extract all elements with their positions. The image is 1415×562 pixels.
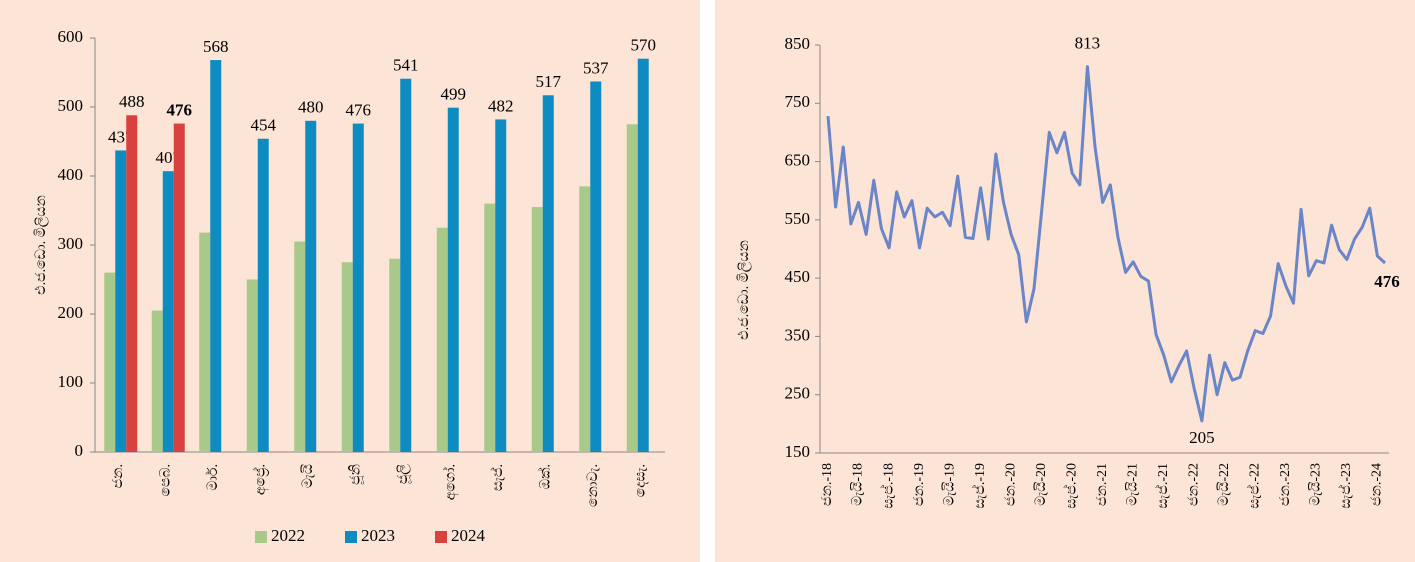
y-axis-label: එ.ජ.ඩො. මිලියන — [34, 195, 49, 295]
panel-bg — [715, 0, 1415, 562]
x-tick-label: ජන.-19 — [912, 463, 927, 506]
x-tick-label: ජන.-18 — [820, 463, 835, 506]
y-tick-label: 150 — [785, 442, 811, 461]
x-tick-label: පෙබ. — [158, 464, 173, 497]
bar — [484, 203, 496, 452]
y-tick-label: 250 — [785, 384, 811, 403]
bar — [590, 81, 602, 452]
x-tick-label: ජූනි — [348, 464, 364, 485]
data-label: 568 — [203, 37, 229, 56]
bar — [104, 272, 116, 452]
y-axis-label: එ.ජ.ඩො. මිලියන — [737, 240, 752, 340]
bar — [294, 241, 306, 452]
x-tick-label: අගෝ. — [442, 464, 459, 500]
x-tick-label: මැයි-20 — [1034, 463, 1049, 506]
data-label: 205 — [1189, 428, 1215, 447]
data-label: 570 — [631, 36, 657, 55]
data-label: 537 — [583, 58, 609, 77]
bar — [151, 310, 163, 452]
data-label: 499 — [441, 85, 467, 104]
bar — [162, 171, 174, 453]
x-tick-label: මැයි-18 — [851, 463, 866, 506]
data-label: 488 — [119, 92, 145, 111]
line-chart: එ.ජ.ඩො. මිලියන 150 250 350 450 550 650 750 850 ජ… — [715, 0, 1415, 562]
bar — [626, 124, 638, 452]
legend-swatch — [255, 531, 267, 543]
x-tick-label: ජන. — [111, 464, 126, 488]
data-label: 476 — [167, 100, 193, 119]
y-tick-label: 450 — [785, 267, 811, 286]
bar — [531, 207, 543, 452]
x-tick-label: සැප්.-21 — [1155, 463, 1171, 509]
x-tick-label: ජන.-21 — [1095, 463, 1110, 506]
data-label: 482 — [488, 96, 514, 115]
bar — [115, 150, 127, 452]
x-tick-label: සැප්.-20 — [1063, 463, 1079, 509]
bar — [126, 115, 138, 452]
x-tick-label: මාර්. — [205, 464, 221, 491]
x-tick-label: සැප්.-19 — [972, 463, 988, 509]
bar — [210, 60, 222, 453]
bar — [436, 227, 448, 452]
y-tick-label: 550 — [785, 209, 811, 228]
x-tick-label: ජන.-20 — [1003, 463, 1018, 506]
y-tick-label: 350 — [785, 325, 811, 344]
x-tick-label: මැයි — [301, 463, 316, 488]
bar — [341, 262, 353, 452]
data-label: 541 — [393, 56, 419, 75]
y-tick-label: 0 — [75, 441, 84, 460]
y-tick-label: 100 — [58, 372, 84, 391]
y-tick-label: 600 — [58, 27, 84, 46]
x-tick-label: සැප්. — [490, 464, 506, 491]
bar — [199, 232, 211, 452]
x-tick-label: සැප්.-18 — [880, 463, 896, 509]
x-tick-label: ජූලි — [396, 464, 412, 484]
data-label: 517 — [536, 72, 562, 91]
bar — [400, 78, 412, 453]
bar — [637, 58, 649, 452]
x-tick-label: ජන.-24 — [1370, 463, 1385, 506]
legend-swatch — [435, 531, 447, 543]
bar — [542, 95, 554, 453]
bar — [447, 107, 459, 452]
x-tick-label: මැයි-23 — [1308, 463, 1323, 506]
legend-swatch — [345, 531, 357, 543]
data-label: 813 — [1075, 33, 1101, 52]
bar — [579, 186, 591, 452]
data-label: 454 — [251, 116, 277, 135]
bar-chart: එ.ජ.ඩො. මිලියන 0100200300400500600ජන.437… — [0, 0, 700, 562]
x-tick-label: මැයි-21 — [1125, 463, 1140, 506]
legend-label: 2024 — [451, 526, 486, 545]
x-tick-label: සැප්.-22 — [1246, 463, 1262, 509]
x-tick-label: මැයි-22 — [1217, 463, 1232, 506]
x-tick-label: ජන.-23 — [1278, 463, 1293, 506]
y-tick-label: 850 — [785, 34, 811, 53]
legend-label: 2023 — [361, 526, 395, 545]
x-tick-label: දෙසැ. — [633, 464, 648, 497]
y-tick-label: 200 — [58, 303, 84, 322]
x-tick-label: නොවැ. — [586, 464, 601, 507]
bar — [495, 119, 507, 453]
bar — [257, 138, 269, 453]
data-label: 476 — [346, 100, 372, 119]
y-tick-label: 400 — [58, 165, 84, 184]
bar — [352, 123, 364, 452]
data-label: 480 — [298, 98, 324, 117]
y-tick-label: 300 — [58, 234, 84, 253]
bar — [389, 258, 401, 452]
y-tick-label: 750 — [785, 92, 811, 111]
bar — [305, 120, 317, 453]
y-tick-label: 650 — [785, 150, 811, 169]
bar — [173, 123, 185, 452]
bar — [246, 279, 258, 452]
line — [826, 65, 1387, 423]
y-tick-label: 500 — [58, 96, 84, 115]
x-tick-label: අප්‍රේ. — [252, 464, 269, 495]
x-tick-label: ජන.-22 — [1186, 463, 1201, 506]
data-label: 476 — [1374, 272, 1400, 291]
legend-label: 2022 — [271, 526, 305, 545]
x-tick-label: මැයි-19 — [942, 463, 957, 506]
x-tick-label: ඔක්. — [537, 464, 553, 489]
x-tick-label: සැප්.-23 — [1338, 463, 1354, 509]
